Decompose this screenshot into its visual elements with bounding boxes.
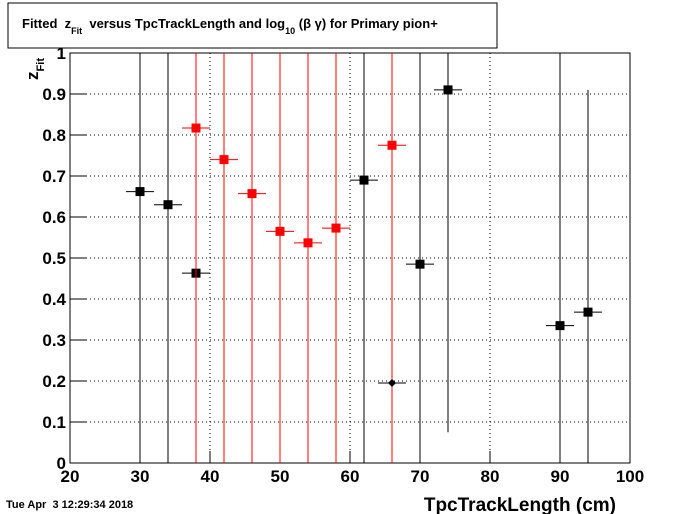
- marker: [359, 175, 369, 185]
- title-text: (β γ) for Primary pion+: [295, 16, 438, 31]
- title-subscript: Fit: [71, 26, 82, 36]
- y-tick-label: 0.8: [42, 126, 66, 145]
- marker: [443, 85, 453, 95]
- y-tick-label: 0.7: [42, 167, 66, 186]
- x-tick-label: 60: [341, 467, 360, 486]
- x-tick-label: 80: [481, 467, 500, 486]
- y-tick-label: 0: [57, 454, 66, 473]
- title-subscript: 10: [285, 26, 295, 36]
- marker: [303, 238, 313, 248]
- y-label-text: z: [23, 71, 42, 80]
- y-tick-label: 0.6: [42, 208, 66, 227]
- plot-frame: [69, 52, 631, 464]
- marker: [583, 307, 593, 317]
- y-tick-label: 0.3: [42, 331, 66, 350]
- marker: [247, 189, 257, 199]
- marker: [331, 223, 341, 233]
- marker: [163, 200, 173, 210]
- y-label-subscript: Fit: [35, 58, 47, 72]
- marker: [219, 155, 229, 165]
- x-tick-label: 30: [131, 467, 150, 486]
- y-tick-label: 1: [57, 44, 66, 63]
- marker: [275, 226, 285, 236]
- title-text: Fitted z: [22, 16, 72, 31]
- x-tick-label: 100: [616, 467, 644, 486]
- y-tick-label: 0.5: [42, 249, 66, 268]
- y-tick-label: 0.9: [42, 85, 66, 104]
- y-axis-label: zFit: [23, 58, 47, 80]
- y-tick-label: 0.1: [42, 413, 66, 432]
- x-tick-label: 20: [61, 467, 80, 486]
- x-tick-label: 50: [271, 467, 290, 486]
- chart-title: Fitted zFit versus TpcTrackLength and lo…: [22, 16, 438, 36]
- marker: [135, 187, 145, 197]
- title-box: [7, 2, 498, 49]
- x-tick-label: 40: [201, 467, 220, 486]
- marker: [415, 259, 425, 269]
- timestamp: Tue Apr 3 12:29:34 2018: [6, 499, 133, 511]
- x-axis-label: TpcTrackLength (cm): [424, 495, 616, 514]
- marker: [388, 379, 396, 388]
- marker: [191, 123, 201, 133]
- marker: [555, 321, 565, 331]
- title-text: versus TpcTrackLength and log: [82, 16, 285, 31]
- x-tick-label: 90: [551, 467, 570, 486]
- y-tick-label: 0.2: [42, 372, 66, 391]
- y-tick-label: 0.4: [42, 290, 66, 309]
- x-tick-label: 70: [411, 467, 430, 486]
- marker: [387, 140, 397, 150]
